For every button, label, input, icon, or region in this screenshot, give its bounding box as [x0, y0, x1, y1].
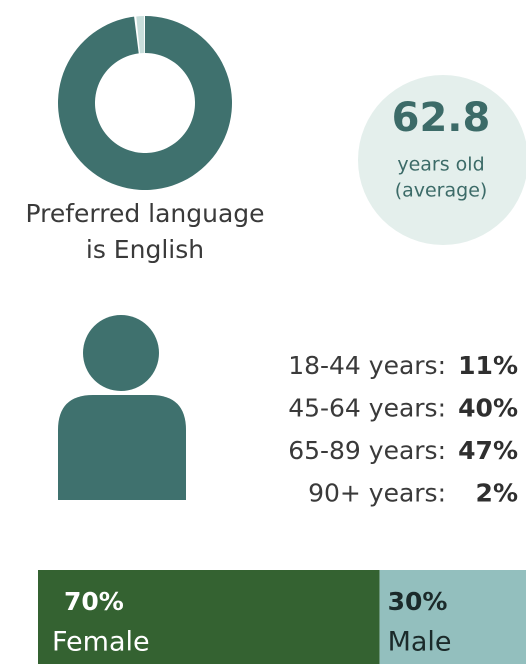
- age-value: 11%: [458, 351, 518, 380]
- donut-rest: [136, 16, 145, 54]
- age-label: 90+ years:: [308, 479, 446, 508]
- average-age: 62.8: [392, 95, 491, 141]
- donut-label: 98%: [103, 79, 187, 123]
- gender-name: Female: [52, 627, 150, 658]
- donut-caption: Preferred language: [25, 199, 264, 228]
- donut-caption: is English: [86, 235, 204, 264]
- gender-percent: 30%: [388, 587, 448, 616]
- age-label: 65-89 years:: [288, 436, 446, 465]
- age-caption: (average): [395, 180, 488, 202]
- age-value: 2%: [476, 479, 518, 508]
- person-body: [58, 395, 186, 500]
- donut-arc: [58, 16, 232, 190]
- age-value: 40%: [458, 394, 518, 423]
- gender-bar: [379, 570, 526, 664]
- gender-bar: [38, 570, 380, 664]
- age-label: 45-64 years:: [288, 394, 446, 423]
- gender-percent: 70%: [64, 587, 124, 616]
- age-value: 47%: [458, 436, 518, 465]
- gender-name: Male: [388, 627, 452, 658]
- age-circle: [358, 75, 526, 245]
- person-head: [83, 315, 159, 391]
- age-label: 18-44 years:: [288, 351, 446, 380]
- age-caption: years old: [397, 154, 484, 176]
